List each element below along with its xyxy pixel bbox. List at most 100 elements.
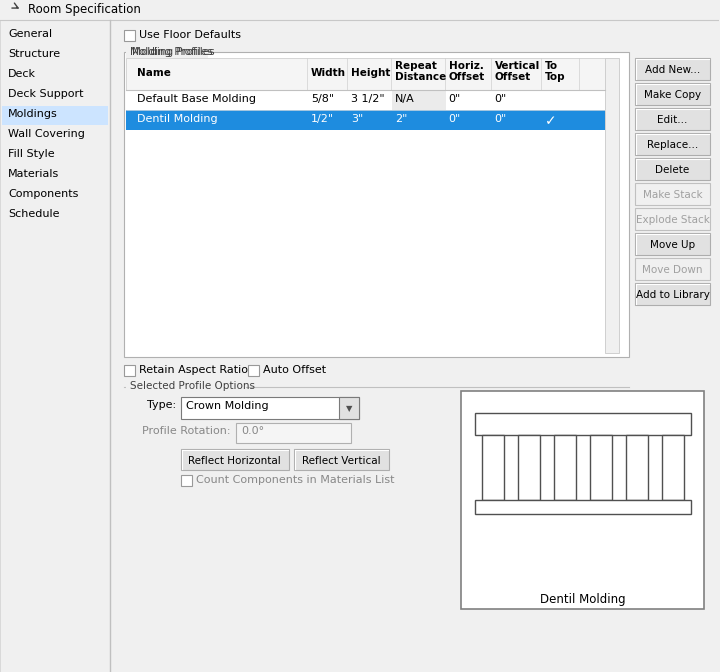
Bar [338, 397, 359, 419]
Bar [554, 435, 575, 500]
Text: Molding Profiles: Molding Profiles [132, 47, 215, 57]
Bar [124, 52, 629, 357]
Text: Components: Components [8, 189, 78, 199]
Bar [626, 435, 647, 500]
Bar [126, 110, 605, 130]
Text: Horiz.: Horiz. [449, 61, 484, 71]
Text: Fill Style: Fill Style [8, 149, 55, 159]
Bar [634, 208, 711, 230]
Text: Materials: Materials [8, 169, 59, 179]
Bar [518, 435, 539, 500]
Text: Height: Height [351, 68, 390, 78]
Text: 0": 0" [495, 114, 507, 124]
Text: Count Components in Materials List: Count Components in Materials List [196, 475, 395, 485]
Bar [634, 83, 711, 105]
Bar [248, 365, 258, 376]
Text: 0": 0" [449, 114, 461, 124]
Text: ▼: ▼ [346, 405, 352, 413]
Text: Dentil Molding: Dentil Molding [540, 593, 626, 606]
Bar [662, 435, 683, 500]
Bar [605, 58, 618, 353]
Text: Default Base Molding: Default Base Molding [137, 94, 256, 104]
Bar [294, 449, 389, 470]
Text: Profile Rotation:: Profile Rotation: [143, 426, 231, 436]
Bar [116, 20, 719, 672]
Bar [634, 183, 711, 205]
Text: Molding Profiles: Molding Profiles [130, 47, 212, 57]
Bar [634, 133, 711, 155]
Text: General: General [8, 29, 52, 39]
Text: Moldings: Moldings [8, 109, 58, 119]
Bar [181, 397, 359, 419]
Text: Use Floor Defaults: Use Floor Defaults [139, 30, 241, 40]
Bar [126, 90, 605, 110]
Text: Deck: Deck [8, 69, 36, 79]
Bar [634, 233, 711, 255]
Text: Selected Profile Options: Selected Profile Options [130, 381, 255, 391]
Text: Crown Molding: Crown Molding [186, 401, 269, 411]
Text: 0": 0" [495, 94, 507, 104]
Bar [590, 435, 611, 500]
Bar [126, 382, 246, 391]
Bar [181, 475, 192, 486]
Text: Name: Name [137, 68, 171, 78]
Text: Make Copy: Make Copy [644, 90, 701, 100]
Text: Deck Support: Deck Support [8, 89, 84, 99]
Text: Type:: Type: [147, 400, 176, 410]
Text: Add New...: Add New... [645, 65, 700, 75]
Bar [126, 51, 208, 58]
Text: Offset: Offset [449, 72, 485, 82]
Text: Explode Stack: Explode Stack [636, 215, 709, 225]
Bar [634, 58, 711, 80]
Text: Schedule: Schedule [8, 209, 60, 219]
Bar [634, 108, 711, 130]
Text: Structure: Structure [8, 49, 60, 59]
Text: 2": 2" [395, 114, 407, 124]
Bar [634, 258, 711, 280]
Text: Wall Covering: Wall Covering [8, 129, 85, 139]
Text: 3": 3" [351, 114, 363, 124]
Bar [2, 106, 108, 125]
Text: Make Stack: Make Stack [643, 190, 702, 200]
Text: Replace...: Replace... [647, 140, 698, 150]
Bar [482, 435, 504, 500]
Bar [0, 20, 110, 672]
Bar [0, 0, 719, 20]
Text: Top: Top [544, 72, 565, 82]
Bar [124, 30, 135, 41]
Text: Room Specification: Room Specification [28, 3, 141, 16]
Text: Retain Aspect Ratio: Retain Aspect Ratio [139, 365, 248, 375]
Text: Delete: Delete [655, 165, 690, 175]
Text: 0": 0" [449, 94, 461, 104]
Text: 3 1/2": 3 1/2" [351, 94, 384, 104]
Text: To: To [544, 61, 558, 71]
Text: 5/8": 5/8" [311, 94, 334, 104]
Text: Reflect Vertical: Reflect Vertical [302, 456, 381, 466]
Text: Reflect Horizontal: Reflect Horizontal [189, 456, 282, 466]
Text: Repeat: Repeat [395, 61, 436, 71]
Text: Width: Width [311, 68, 346, 78]
Text: 0.0°: 0.0° [240, 426, 264, 436]
Text: Move Down: Move Down [642, 265, 703, 275]
Bar [474, 413, 690, 435]
Text: Edit...: Edit... [657, 115, 688, 125]
Text: Auto Offset: Auto Offset [263, 365, 326, 375]
Text: Distance: Distance [395, 72, 446, 82]
Bar [392, 90, 446, 110]
Bar [236, 423, 351, 443]
Bar [634, 158, 711, 180]
Text: 1/2": 1/2" [311, 114, 334, 124]
Text: Dentil Molding: Dentil Molding [137, 114, 217, 124]
Text: Add to Library: Add to Library [636, 290, 709, 300]
Text: Offset: Offset [495, 72, 531, 82]
Bar [181, 449, 289, 470]
Bar [634, 283, 711, 305]
Bar [474, 500, 690, 514]
Bar [124, 365, 135, 376]
Text: N/A: N/A [395, 94, 415, 104]
Bar [461, 391, 704, 609]
Text: ✓: ✓ [544, 114, 557, 128]
Bar [126, 58, 605, 90]
Text: Vertical: Vertical [495, 61, 540, 71]
Text: Move Up: Move Up [650, 240, 695, 250]
